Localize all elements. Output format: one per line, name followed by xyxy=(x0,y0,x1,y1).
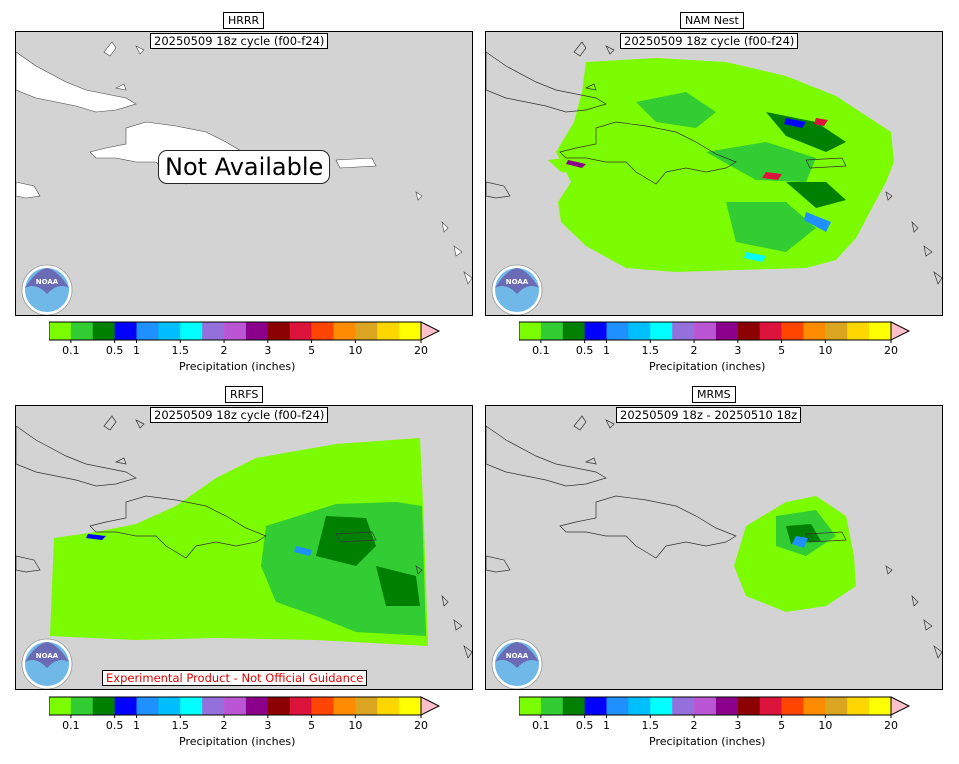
panel-subtitle: 20250509 18z cycle (f00-f24) xyxy=(150,407,329,423)
panel-title-nam-nest: NAM Nest xyxy=(680,12,744,29)
experimental-notice: Experimental Product - Not Official Guid… xyxy=(102,670,368,686)
map-rrfs: 20250509 18z cycle (f00-f24) Experimenta… xyxy=(15,405,473,690)
colorbar-label: Precipitation (inches) xyxy=(649,735,766,748)
precip-field xyxy=(734,496,856,612)
map-layer xyxy=(16,406,473,690)
noaa-logo-icon xyxy=(21,638,73,689)
noaa-logo-icon xyxy=(491,638,543,689)
noaa-logo-icon xyxy=(21,264,73,315)
panel-title-rrfs: RRFS xyxy=(225,386,264,403)
map-mrms: 20250509 18z - 20250510 18z xyxy=(485,405,943,690)
panel-subtitle: 20250509 18z - 20250510 18z xyxy=(616,407,802,423)
colorbar-label: Precipitation (inches) xyxy=(179,360,296,373)
panel-subtitle: 20250509 18z cycle (f00-f24) xyxy=(620,33,799,49)
colorbar-label: Precipitation (inches) xyxy=(179,735,296,748)
precip-field xyxy=(50,438,428,646)
panel-subtitle: 20250509 18z cycle (f00-f24) xyxy=(150,33,329,49)
colorbar-hrrr xyxy=(49,320,441,356)
colorbar-rrfs xyxy=(49,695,441,731)
colorbar-label: Precipitation (inches) xyxy=(649,360,766,373)
not-available-label: Not Available xyxy=(158,150,331,184)
panel-title-hrrr: HRRR xyxy=(223,12,265,29)
panel-title-mrms: MRMS xyxy=(692,386,736,403)
colorbar-nam-nest xyxy=(519,320,911,356)
precip-field xyxy=(548,58,894,272)
colorbar-mrms xyxy=(519,695,911,731)
map-nam-nest: 20250509 18z cycle (f00-f24) xyxy=(485,31,943,316)
map-layer xyxy=(486,32,943,316)
map-layer xyxy=(486,406,943,690)
noaa-logo-icon xyxy=(491,264,543,315)
map-hrrr: 20250509 18z cycle (f00-f24) Not Availab… xyxy=(15,31,473,316)
